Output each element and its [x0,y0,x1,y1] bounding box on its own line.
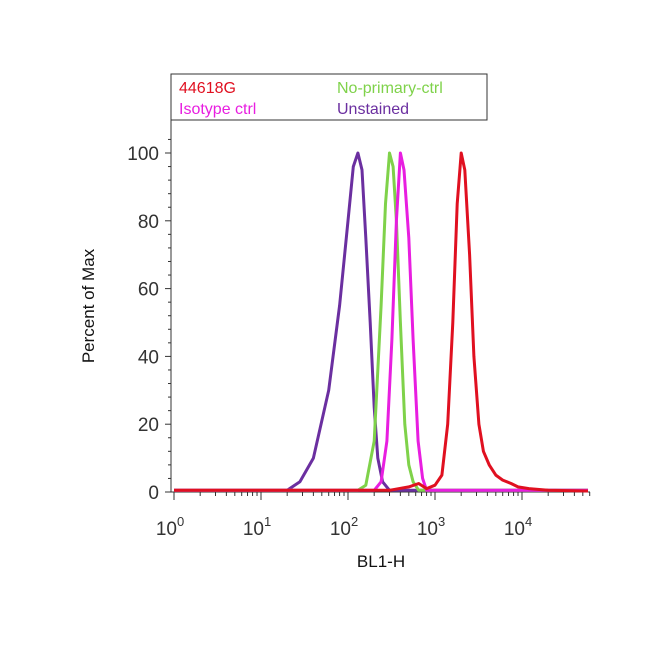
x-tick-exponent: 3 [438,514,445,529]
y-tick-label: 0 [148,483,159,504]
series-line-44618g [174,151,589,493]
y-axis-title: Percent of Max [79,248,98,363]
x-tick-base: 10 [417,519,438,540]
x-tick-base: 10 [330,519,351,540]
x-ticks: 100 101 102 103 104 [156,492,591,540]
x-tick-base: 10 [243,519,264,540]
legend-box [170,73,488,121]
y-tick-label: 40 [138,347,159,368]
x-tick-label: 103 [417,514,445,540]
legend-label-no-primary-ctrl: No-primary-ctrl [337,80,443,97]
x-tick-label: 102 [330,514,358,540]
series-line-unstained [174,151,588,492]
x-tick-exponent: 2 [351,514,358,529]
y-tick-label: 60 [138,280,159,301]
y-tick-label: 100 [127,144,159,165]
plot-axes [170,120,590,493]
x-tick-base: 10 [156,519,177,540]
legend-label-isotype-ctrl: Isotype ctrl [179,101,256,118]
x-tick-base: 10 [504,519,525,540]
y-ticks: 0 20 40 60 80 100 [127,138,171,504]
x-tick-label: 100 [156,514,184,540]
x-tick-exponent: 1 [264,514,271,529]
series-line-no-primary-ctrl [174,151,588,492]
x-tick-exponent: 4 [525,514,532,529]
legend: 44618G No-primary-ctrl Isotype ctrl Unst… [170,73,488,121]
series-group [174,151,589,493]
x-axis-title: BL1-H [357,552,405,571]
y-tick-label: 80 [138,212,159,233]
y-tick-label: 20 [138,415,159,436]
x-tick-exponent: 0 [177,514,184,529]
series-line-isotype-ctrl [174,151,588,492]
legend-label-unstained: Unstained [337,101,409,118]
legend-label-44618g: 44618G [179,80,236,97]
x-tick-label: 104 [504,514,532,540]
x-tick-label: 101 [243,514,271,540]
